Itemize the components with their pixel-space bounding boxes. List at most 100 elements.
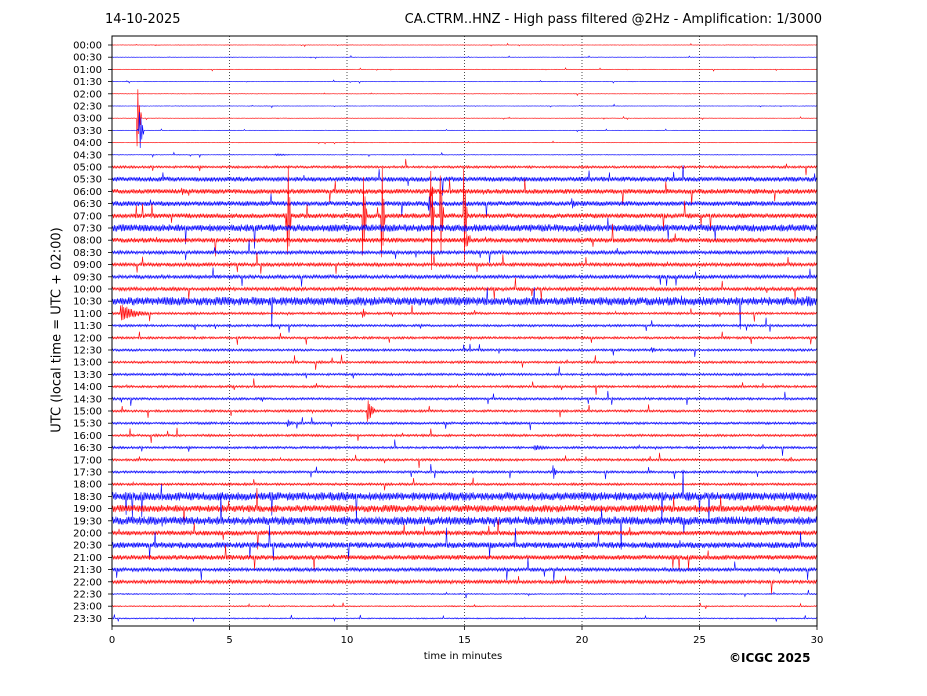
y-tick-label: 00:30	[73, 53, 102, 64]
trace-row-0730	[112, 217, 817, 249]
y-tick-label: 12:30	[73, 346, 102, 357]
trace-row-0230	[112, 103, 817, 109]
y-tick-label: 11:30	[73, 321, 102, 332]
trace-row-0430	[112, 151, 817, 159]
y-tick-label: 18:00	[73, 480, 102, 491]
trace-row-1600	[112, 427, 817, 444]
y-tick-label: 13:30	[73, 370, 102, 381]
chart-title: CA.CTRM..HNZ - High pass filtered @2Hz -…	[404, 12, 822, 27]
y-tick-label: 22:30	[73, 590, 102, 601]
y-tick-label: 10:30	[73, 297, 102, 308]
y-tick-label: 15:00	[73, 407, 102, 418]
trace-row-1530	[112, 417, 817, 431]
trace-row-0600	[112, 178, 817, 206]
trace-row-0800	[112, 223, 817, 257]
trace-row-0700	[112, 167, 817, 271]
y-tick-label: 05:30	[73, 175, 102, 186]
y-tick-label: 23:00	[73, 602, 102, 613]
y-tick-label: 02:30	[73, 102, 102, 113]
trace-row-2330	[112, 614, 817, 623]
y-tick-label: 16:00	[73, 431, 102, 442]
trace-row-0330	[112, 112, 817, 149]
trace-row-2100	[112, 544, 817, 571]
trace-row-1500	[112, 400, 817, 422]
y-tick-label: 14:30	[73, 394, 102, 405]
y-tick-label: 05:00	[73, 163, 102, 174]
y-tick-label: 12:00	[73, 333, 102, 344]
y-tick-label: 02:00	[73, 89, 102, 100]
y-tick-label: 09:00	[73, 260, 102, 271]
trace-row-2200	[112, 575, 817, 594]
trace-row-0030	[112, 55, 817, 60]
y-axis-label: UTC (local time = UTC + 02:00)	[49, 227, 65, 433]
trace-row-1300	[112, 354, 817, 370]
copyright-label: ©ICGC 2025	[729, 651, 811, 665]
y-tick-label: 03:30	[73, 126, 102, 137]
trace-row-1730	[112, 464, 817, 480]
y-tick-label: 08:30	[73, 248, 102, 259]
trace-row-0000	[112, 42, 817, 48]
y-tick-label: 18:30	[73, 492, 102, 503]
y-tick-label: 17:30	[73, 468, 102, 479]
x-tick-label: 15	[458, 635, 471, 646]
x-tick-label: 20	[576, 635, 589, 646]
x-tick-label: 30	[811, 635, 824, 646]
trace-row-0900	[112, 252, 817, 274]
y-tick-label: 04:30	[73, 150, 102, 161]
trace-row-1430	[112, 390, 817, 406]
y-tick-label: 16:30	[73, 443, 102, 454]
trace-row-1130	[112, 317, 817, 333]
y-tick-label: 08:00	[73, 236, 102, 247]
trace-row-0930	[112, 267, 817, 287]
trace-row-2030	[112, 525, 817, 561]
trace-group	[112, 42, 817, 623]
y-tick-label: 10:00	[73, 285, 102, 296]
x-tick-label: 10	[341, 635, 354, 646]
y-tick-label: 07:00	[73, 211, 102, 222]
date-label: 14-10-2025	[105, 12, 181, 27]
y-tick-label: 20:30	[73, 541, 102, 552]
y-tick-label: 21:30	[73, 565, 102, 576]
trace-row-2230	[112, 589, 817, 599]
trace-row-0130	[112, 79, 817, 84]
y-tick-label: 20:00	[73, 529, 102, 540]
trace-row-2130	[112, 558, 817, 581]
trace-row-1330	[112, 366, 817, 379]
y-tick-label: 03:00	[73, 114, 102, 125]
y-tick-label: 14:00	[73, 382, 102, 393]
y-tick-label: 04:00	[73, 138, 102, 149]
y-tick-label: 22:00	[73, 577, 102, 588]
y-tick-label: 19:30	[73, 516, 102, 527]
y-tick-label: 01:00	[73, 65, 102, 76]
x-tick-label: 25	[693, 635, 706, 646]
y-tick-label: 17:00	[73, 455, 102, 466]
y-tick-label: 15:30	[73, 419, 102, 430]
trace-row-0200	[112, 92, 817, 97]
trace-row-1930	[112, 492, 817, 550]
trace-row-0630	[112, 193, 817, 217]
y-tick-label: 13:00	[73, 358, 102, 369]
x-tick-label: 0	[109, 635, 115, 646]
trace-row-1800	[112, 477, 817, 491]
trace-row-2300	[112, 602, 817, 609]
y-tick-label: 06:00	[73, 187, 102, 198]
trace-row-1030	[112, 286, 817, 330]
trace-row-1200	[112, 331, 817, 345]
trace-row-1100	[112, 304, 817, 322]
x-tick-label: 5	[226, 635, 232, 646]
trace-row-0500	[112, 158, 817, 176]
y-tick-label: 19:00	[73, 504, 102, 515]
x-axis-label: time in minutes	[423, 651, 503, 662]
y-tick-label: 23:30	[73, 614, 102, 625]
trace-row-1000	[112, 277, 817, 301]
trace-row-1630	[112, 439, 817, 456]
trace-row-0100	[112, 67, 817, 72]
trace-row-1830	[112, 469, 817, 523]
trace-row-0400	[112, 140, 817, 145]
y-tick-label: 01:30	[73, 77, 102, 88]
trace-row-1900	[112, 487, 817, 525]
trace-row-1700	[112, 452, 817, 469]
y-tick-label: 21:00	[73, 553, 102, 564]
trace-row-2000	[112, 519, 817, 550]
